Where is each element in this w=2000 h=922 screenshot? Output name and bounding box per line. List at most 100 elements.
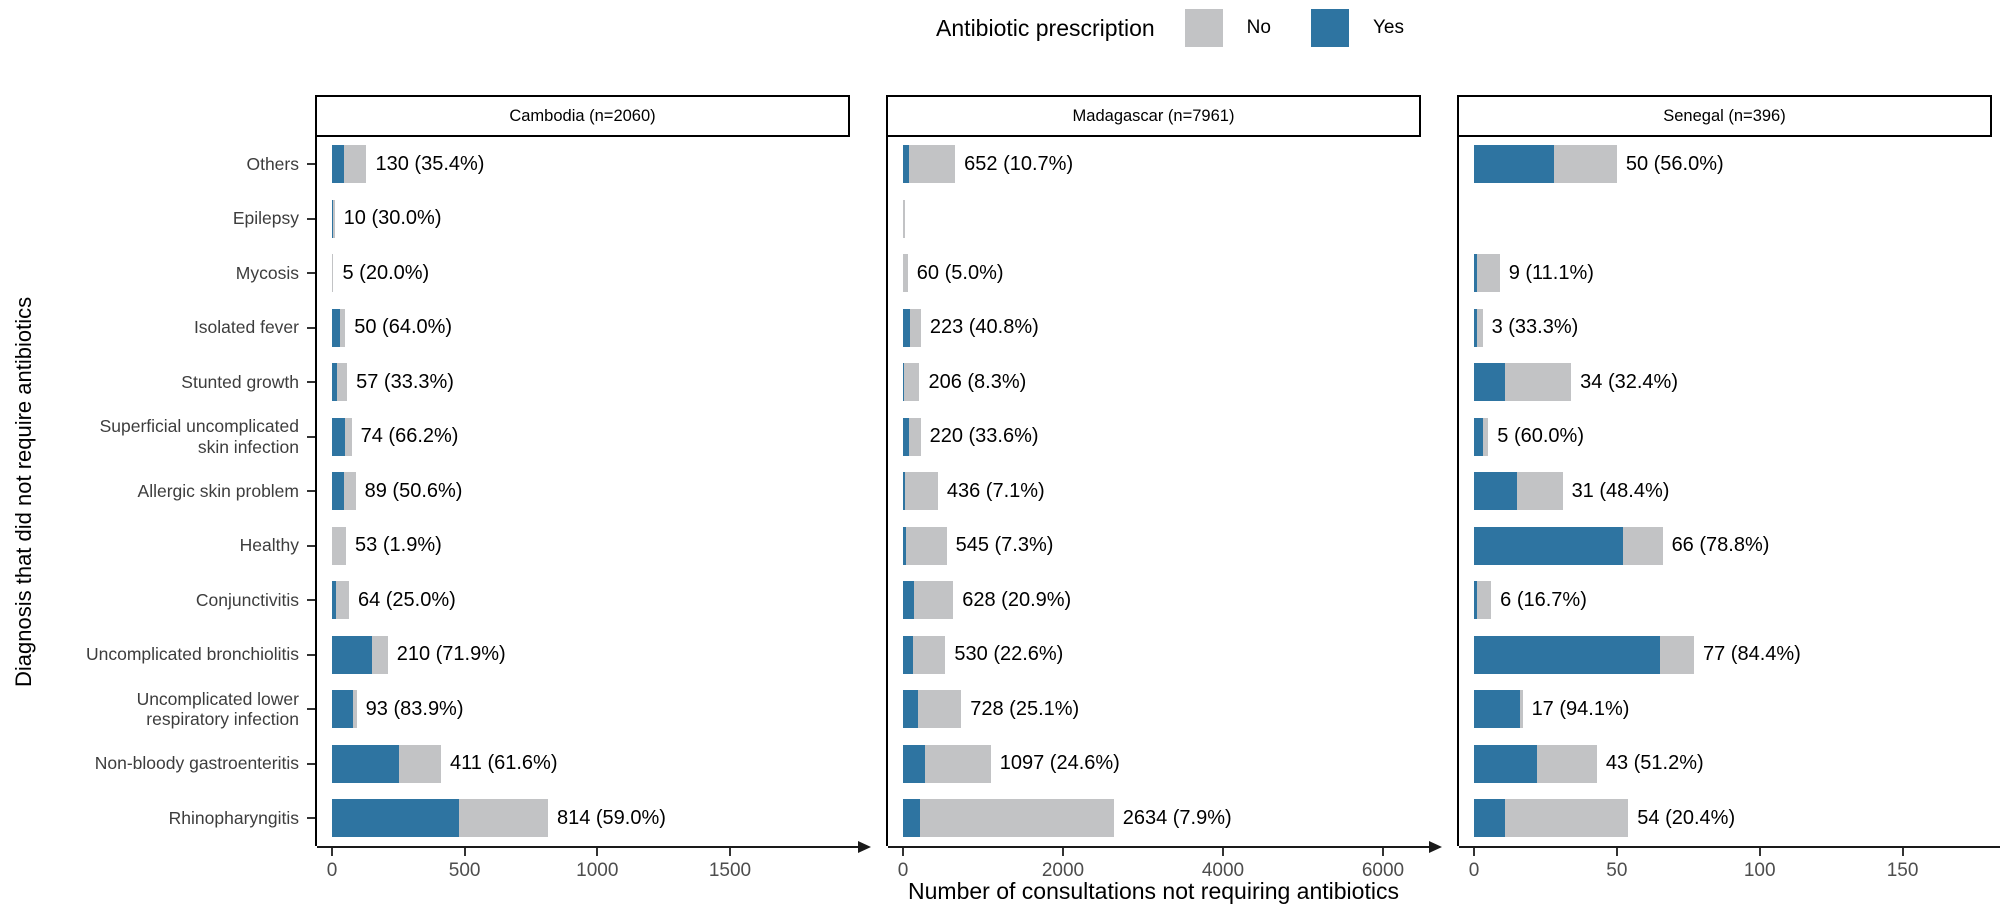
stacked-bar — [332, 199, 335, 238]
bar-row: 652 (10.7%) — [888, 137, 1421, 192]
stacked-bar — [332, 526, 347, 565]
bar-segment-no — [924, 744, 991, 783]
stacked-bar — [903, 635, 946, 674]
bar-segment-yes — [903, 308, 911, 347]
x-axis-tick-label: 4000 — [1201, 860, 1245, 881]
bar-segment-no — [344, 145, 367, 183]
bar-segment-no — [903, 199, 905, 238]
bar-value-label: 436 (7.1%) — [946, 479, 1045, 502]
bar-row: 54 (20.4%) — [1459, 791, 1992, 846]
bar-segment-no — [913, 581, 954, 619]
stacked-bar — [903, 199, 905, 238]
bar-row: 43 (51.2%) — [1459, 737, 1992, 792]
bar-value-label: 77 (84.4%) — [1703, 643, 1801, 666]
bar-value-label: 223 (40.8%) — [929, 316, 1039, 339]
bar-row: 9 (11.1%) — [1459, 246, 1992, 301]
bar-value-label: 43 (51.2%) — [1605, 752, 1704, 775]
bar-segment-yes — [332, 363, 338, 401]
category-row: Non-bloody gastroenteritis — [46, 737, 307, 792]
bar-row: 3 (33.3%) — [1459, 301, 1992, 356]
x-axis-tick-label: 1000 — [576, 860, 619, 881]
x-axis-tick-label: 0 — [897, 860, 909, 881]
bar-segment-yes — [1474, 690, 1520, 728]
bar-segment-yes — [903, 472, 906, 510]
stacked-bar — [332, 145, 367, 183]
plot-area: 50 (56.0%) 9 (11.1%) 3 (33.3%) 34 (32.4%) 5 … — [1457, 137, 2000, 881]
stacked-bar — [903, 690, 962, 728]
bar-row: 34 (32.4%) — [1459, 355, 1992, 410]
bar-row: 411 (61.6%) — [307, 737, 850, 792]
bar-segment-no — [1536, 744, 1597, 783]
bar-row: 93 (83.9%) — [307, 682, 850, 737]
bar-value-label: 2634 (7.9%) — [1122, 806, 1232, 829]
x-axis: 0 50 100 150 — [1459, 846, 2000, 906]
stacked-bar — [332, 744, 442, 783]
legend: Antibiotic prescription No Yes — [170, 6, 2000, 50]
category-row: Mycosis — [46, 246, 307, 301]
bar-row: 6 (16.7%) — [1459, 573, 1992, 628]
bar-segment-yes — [332, 199, 333, 238]
bar-segment-no — [337, 363, 348, 401]
bar-row: 64 (25.0%) — [307, 573, 850, 628]
bar-row: 17 (94.1%) — [1459, 682, 1992, 737]
bar-value-label: 530 (22.6%) — [954, 643, 1064, 666]
category-row: Stunted growth — [46, 355, 307, 410]
stacked-bar — [903, 363, 920, 401]
stacked-bar — [1474, 308, 1483, 347]
stacked-bar — [1474, 145, 1617, 183]
bar-segment-yes — [1474, 363, 1506, 401]
bar-segment-yes — [1474, 417, 1483, 456]
bar-segment-no — [908, 145, 956, 183]
bar-value-label: 652 (10.7%) — [964, 152, 1074, 175]
bar-segment-yes — [903, 799, 920, 837]
x-axis-tick — [1901, 848, 1904, 856]
y-axis-tick — [307, 163, 315, 166]
bar-segment-no — [905, 472, 938, 510]
bar-row: 5 (60.0%) — [1459, 410, 1992, 465]
bar-segment-yes — [332, 145, 345, 183]
stacked-bar — [903, 145, 956, 183]
stacked-bar — [332, 417, 352, 456]
stacked-bar — [1474, 417, 1489, 456]
category-row: Isolated fever — [46, 301, 307, 356]
x-axis-tick — [1382, 848, 1384, 856]
bar-segment-yes — [332, 417, 345, 456]
bar-row: 814 (59.0%) — [307, 791, 850, 846]
bar-value-label: 53 (1.9%) — [355, 534, 442, 557]
y-axis-tick — [307, 817, 315, 820]
y-axis-tick — [307, 217, 315, 220]
x-axis-tick — [728, 848, 731, 856]
bar-row — [1459, 192, 1992, 247]
bar-row: 130 (35.4%) — [307, 137, 850, 192]
stacked-bar — [332, 308, 346, 347]
bar-segment-yes — [332, 635, 373, 674]
x-axis-tick — [596, 848, 599, 856]
x-axis-tick-label: 1500 — [708, 860, 752, 881]
stacked-bar — [1474, 363, 1572, 401]
bar-row: 77 (84.4%) — [1459, 628, 1992, 683]
bar-segment-no — [906, 526, 947, 565]
stacked-bar — [332, 635, 388, 674]
stacked-bar — [332, 690, 357, 728]
bar-segment-no — [1482, 417, 1489, 456]
category-row: Allergic skin problem — [46, 464, 307, 519]
category-row: Uncomplicated lower respiratory infectio… — [46, 682, 307, 737]
bar-row: 728 (25.1%) — [888, 682, 1421, 737]
bar-segment-no — [908, 417, 921, 456]
y-axis-title: Diagnosis that did not require antibioti… — [11, 296, 36, 687]
facet-header: Cambodia (n=2060) — [315, 95, 850, 137]
bar-value-label: 210 (71.9%) — [396, 643, 506, 666]
x-axis-tick — [1222, 848, 1224, 856]
stacked-bar — [1474, 744, 1597, 783]
stacked-bar — [903, 744, 991, 783]
x-axis-tick-label: 0 — [1468, 860, 1480, 881]
y-axis-tick — [307, 544, 315, 547]
bar-value-label: 57 (33.3%) — [356, 370, 454, 393]
bar-segment-no — [332, 254, 334, 292]
bar-segment-no — [345, 417, 352, 456]
bar-value-label: 6 (16.7%) — [1500, 588, 1587, 611]
bar-segment-yes — [332, 472, 344, 510]
plot-area: 652 (10.7%) 60 (5.0%) 223 (40.8%) 206 (8.3%… — [886, 137, 1442, 881]
bar-segment-no — [1505, 363, 1572, 401]
